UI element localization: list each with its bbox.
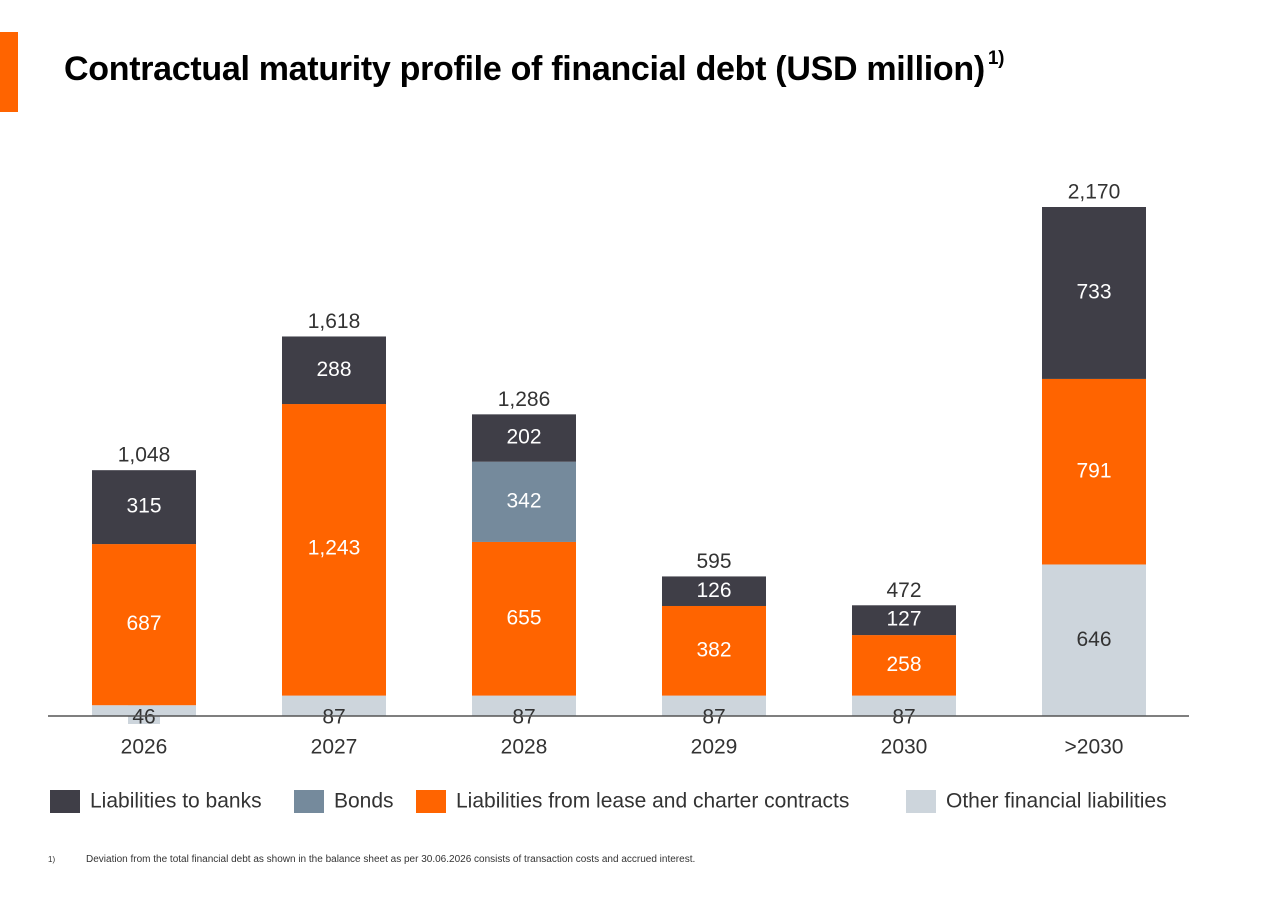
x-tick-label: 2029 xyxy=(691,736,738,759)
data-label: 687 xyxy=(126,612,161,635)
x-tick-label: 2030 xyxy=(881,736,928,759)
bar-segment xyxy=(852,695,956,716)
total-label: 1,618 xyxy=(308,310,361,333)
bar-segment xyxy=(92,544,196,706)
legend-label: Liabilities to banks xyxy=(90,790,262,813)
bar-segment xyxy=(1042,207,1146,379)
data-label: 127 xyxy=(886,608,921,631)
bar-segment xyxy=(1042,378,1146,565)
data-label: 87 xyxy=(512,706,535,729)
bar-segment xyxy=(472,461,576,542)
x-tick-label: 2027 xyxy=(311,736,358,759)
footnote: 1) Deviation from the total financial deb… xyxy=(48,854,695,865)
bar-segment xyxy=(852,605,956,636)
total-label: 1,286 xyxy=(498,388,551,411)
x-tick-label: >2030 xyxy=(1065,736,1124,759)
data-label: 1,243 xyxy=(308,537,361,560)
footnote-marker: 1) xyxy=(48,855,56,864)
data-label: 202 xyxy=(506,426,541,449)
data-label: 342 xyxy=(506,489,541,512)
bar-segment xyxy=(852,635,956,696)
x-tick-label: 2026 xyxy=(121,736,168,759)
bar-segment xyxy=(282,336,386,405)
total-label: 472 xyxy=(886,579,921,602)
data-label: 382 xyxy=(696,638,731,661)
bar-segment xyxy=(472,414,576,462)
bar-segment xyxy=(662,605,766,696)
stacked-bar-chart: 46 687 315 1,048 2026 87 1,243 288 1,618 2027 87 65… xyxy=(48,181,1189,813)
legend-swatch xyxy=(50,790,80,813)
bar-segment xyxy=(472,695,576,716)
data-label: 46 xyxy=(132,706,155,729)
title-footnote-marker: 1) xyxy=(987,47,1005,69)
bar-segment xyxy=(1042,564,1146,716)
total-label: 1,048 xyxy=(118,444,171,467)
total-label: 595 xyxy=(696,550,731,573)
page-title: Contractual maturity profile of financia… xyxy=(64,47,1005,89)
data-label: 258 xyxy=(886,653,921,676)
legend-swatch xyxy=(416,790,446,813)
x-tick-label: 2028 xyxy=(501,736,548,759)
data-label: 87 xyxy=(702,706,725,729)
data-label: 87 xyxy=(892,706,915,729)
legend-swatch xyxy=(294,790,324,813)
legend-label: Bonds xyxy=(334,790,394,813)
title-text: Contractual maturity profile of financia… xyxy=(64,50,985,88)
data-label: 126 xyxy=(696,579,731,602)
bar-segment xyxy=(282,404,386,696)
legend-label: Other financial liabilities xyxy=(946,790,1167,813)
bar-segment xyxy=(662,695,766,716)
data-label: 288 xyxy=(316,358,351,381)
data-label: 315 xyxy=(126,495,161,518)
data-label: 733 xyxy=(1076,281,1111,304)
data-label: 87 xyxy=(322,706,345,729)
total-label: 2,170 xyxy=(1068,181,1121,204)
legend-swatch xyxy=(906,790,936,813)
bar-segment xyxy=(662,576,766,606)
data-label: 655 xyxy=(506,606,541,629)
footnote-text: Deviation from the total financial debt … xyxy=(86,854,696,865)
bar-segment xyxy=(282,695,386,716)
data-label: 646 xyxy=(1076,628,1111,651)
bar-segment xyxy=(472,541,576,696)
accent-bar xyxy=(0,32,18,112)
legend-label: Liabilities from lease and charter contr… xyxy=(456,790,849,813)
bar-segment xyxy=(92,470,196,545)
data-label: 791 xyxy=(1076,459,1111,482)
